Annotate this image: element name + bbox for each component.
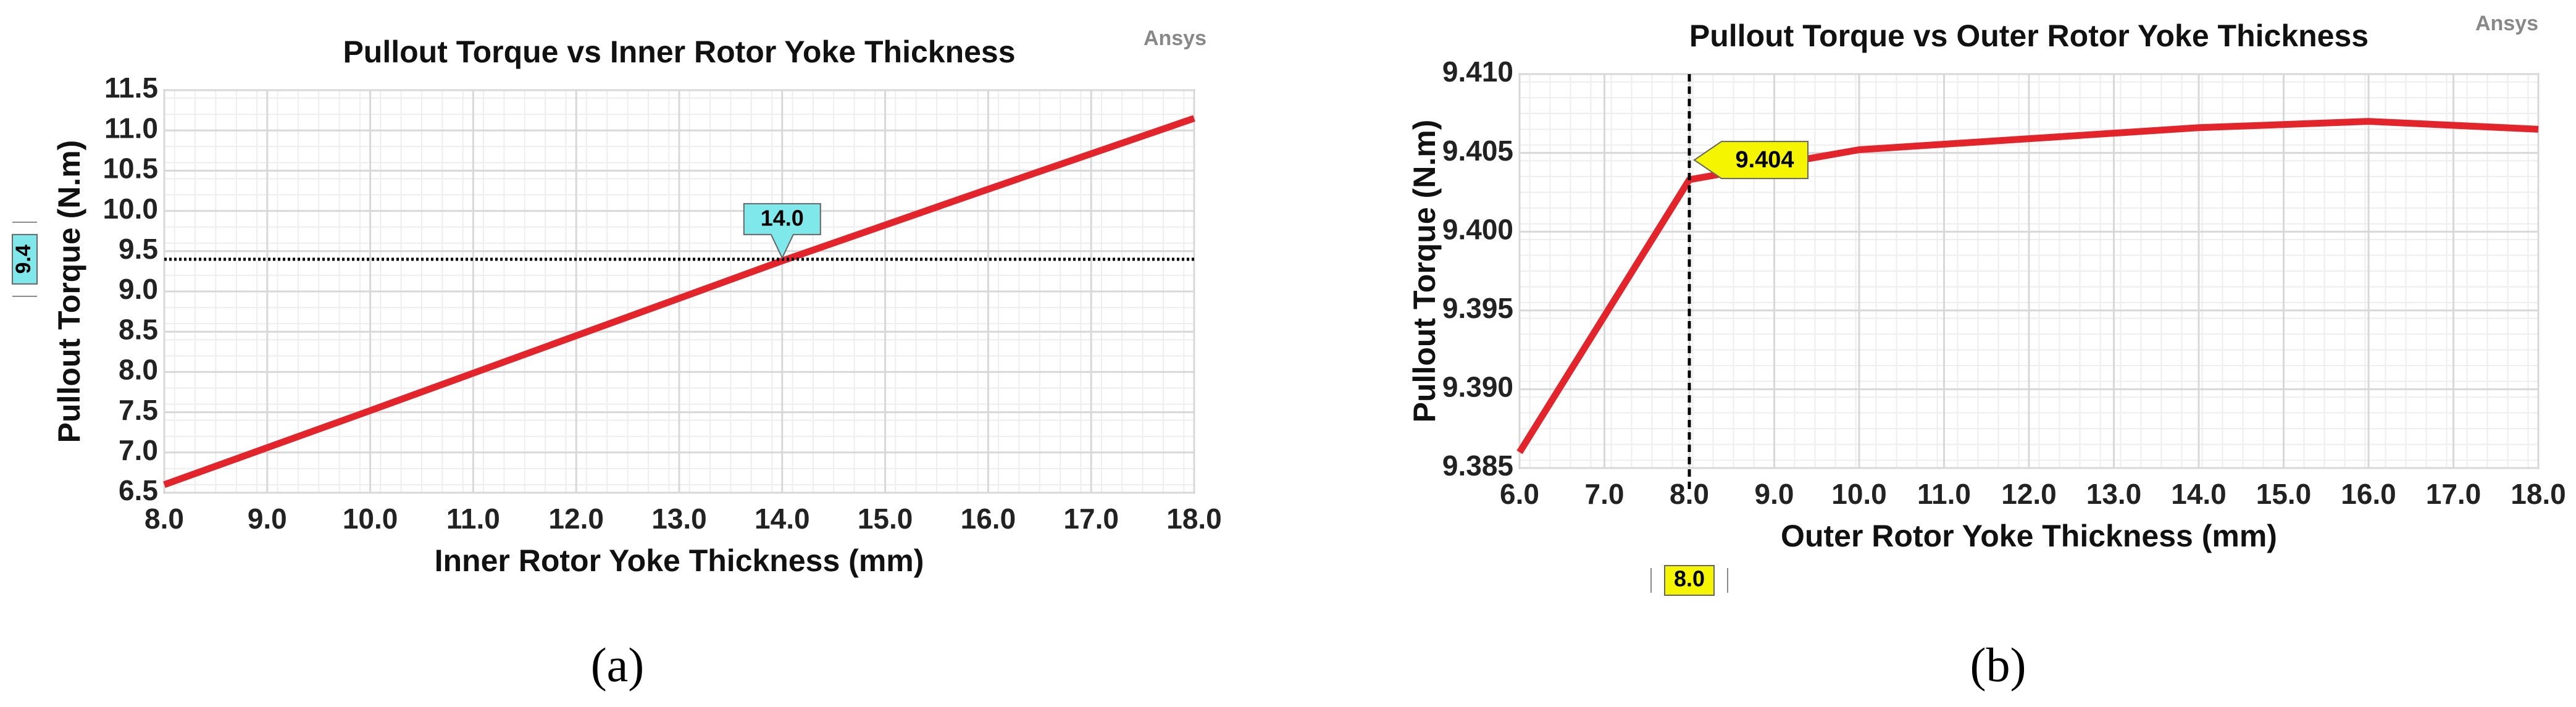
y-tick-label: 7.5 (119, 394, 158, 426)
x-tick-label: 17.0 (1063, 503, 1119, 535)
x-axis-label: Inner Rotor Yoke Thickness (mm) (435, 543, 924, 578)
x-tick-label: 9.0 (248, 503, 287, 535)
data-line (163, 115, 1195, 488)
y-tick-label: 10.0 (102, 193, 158, 225)
x-tick-label: 15.0 (2256, 478, 2312, 510)
x-tick-label: 13.0 (651, 503, 707, 535)
caption: (a) (591, 638, 645, 692)
x-tick-label: 11.0 (1917, 478, 1971, 510)
y-axis-label: Pullout Torque (N.m) (52, 140, 86, 443)
marker-callout (1693, 141, 1809, 180)
y-tick-label: 9.5 (119, 233, 158, 265)
watermark: Ansys (1144, 27, 1206, 50)
marker-box (1664, 565, 1715, 596)
x-tick-label: 12.0 (2001, 478, 2057, 510)
y-tick-label: 10.5 (102, 153, 158, 185)
x-tick-label: 16.0 (961, 503, 1016, 535)
watermark: Ansys (2475, 12, 2538, 35)
x-tick-label: 11.0 (446, 503, 500, 535)
y-tick-label: 6.5 (119, 474, 158, 506)
marker-label: 9.4 (12, 245, 35, 274)
x-tick-label: 7.0 (1585, 478, 1625, 510)
y-tick-label: 9.385 (1442, 450, 1513, 482)
chart-title: Pullout Torque vs Outer Rotor Yoke Thick… (1689, 19, 2369, 53)
x-tick-label: 10.0 (343, 503, 398, 535)
y-tick-label: 7.0 (119, 434, 158, 466)
y-axis-label: Pullout Torque (N.m) (1407, 120, 1442, 423)
y-tick-label: 11.0 (104, 112, 158, 144)
x-tick-label: 18.0 (1166, 503, 1222, 535)
x-tick-label: 14.0 (755, 503, 810, 535)
y-tick-label: 9.0 (119, 273, 158, 305)
x-tick-label: 18.0 (2511, 478, 2566, 510)
y-tick-label: 11.5 (104, 72, 158, 104)
y-tick-label: 9.395 (1442, 292, 1513, 324)
x-tick-label: 15.0 (858, 503, 913, 535)
x-tick-label: 14.0 (2171, 478, 2227, 510)
x-tick-label: 13.0 (2086, 478, 2142, 510)
marker-label: 14.0 (761, 205, 804, 230)
x-tick-label: 16.0 (2341, 478, 2396, 510)
x-tick-label: 12.0 (548, 503, 604, 535)
marker-label: 9.404 (1735, 147, 1794, 173)
marker-box (12, 233, 38, 285)
y-tick-label: 8.0 (119, 354, 158, 386)
x-tick-label: 17.0 (2426, 478, 2482, 510)
x-tick-label: 6.0 (1500, 478, 1539, 510)
x-tick-label: 10.0 (1831, 478, 1887, 510)
marker-callout (743, 203, 821, 260)
x-axis-label: Outer Rotor Yoke Thickness (mm) (1781, 519, 2277, 553)
y-tick-label: 9.405 (1442, 135, 1513, 167)
x-tick-label: 9.0 (1755, 478, 1794, 510)
x-tick-label: 8.0 (144, 503, 184, 535)
chart-title: Pullout Torque vs Inner Rotor Yoke Thick… (343, 35, 1015, 69)
y-tick-label: 9.410 (1442, 56, 1513, 88)
y-tick-label: 9.390 (1442, 371, 1513, 403)
caption: (b) (1970, 638, 2026, 692)
y-tick-label: 8.5 (119, 313, 158, 345)
marker-label: 8.0 (1674, 566, 1705, 592)
y-tick-label: 9.400 (1442, 213, 1513, 245)
